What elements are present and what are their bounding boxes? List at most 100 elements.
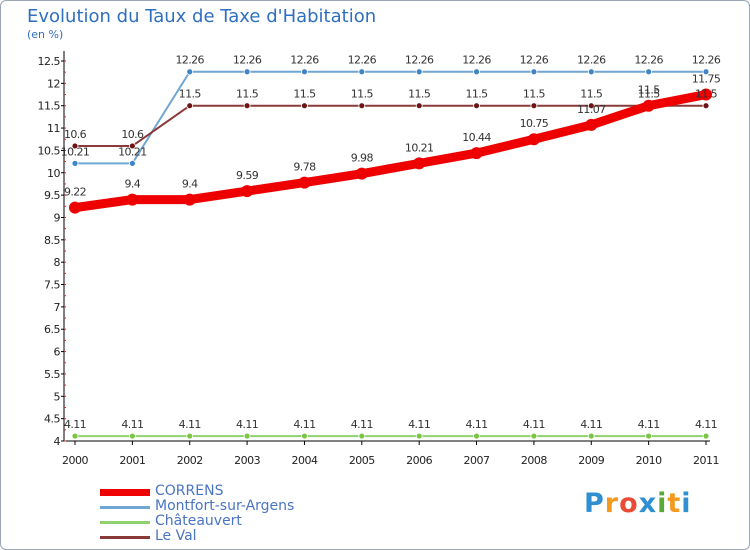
data-label: 12.26 (520, 54, 549, 67)
data-label: 11.5 (638, 84, 661, 97)
x-tick-label: 2002 (177, 454, 203, 467)
data-point (186, 68, 194, 76)
data-point (71, 142, 79, 150)
data-point (301, 68, 308, 76)
legend-label-chateauvert: Châteauvert (155, 513, 242, 529)
data-label: 10.21 (61, 145, 90, 158)
data-point (587, 68, 595, 76)
data-label: 12.26 (290, 54, 319, 67)
y-tick-label: 12 (47, 77, 60, 90)
data-label: 10.6 (64, 128, 87, 141)
data-label: 11.5 (293, 88, 316, 101)
data-label: 12.26 (577, 54, 606, 67)
data-point (69, 201, 81, 214)
proxiti-logo: Proxiti (584, 488, 692, 519)
x-tick-label: 2006 (406, 454, 432, 467)
data-label: 12.26 (348, 54, 377, 67)
data-point (243, 102, 251, 110)
series-line-montfort-sur-argens (74, 70, 707, 165)
chart-title: Evolution du Taux de Taxe d'Habitation (27, 6, 377, 27)
data-point (415, 68, 423, 76)
data-label: 10.21 (405, 141, 434, 154)
y-tick-label: 9 (54, 211, 61, 224)
data-label: 11.5 (351, 88, 374, 101)
logo-letter: P (584, 488, 605, 519)
y-tick-label: 4 (54, 435, 61, 448)
logo-letter: x (638, 488, 658, 519)
data-point (473, 102, 480, 110)
x-tick-label: 2010 (636, 454, 662, 467)
data-point (128, 432, 136, 440)
data-point (415, 102, 423, 110)
series-line-le-val (74, 104, 707, 147)
data-label: 4.11 (179, 418, 201, 431)
data-point (241, 185, 254, 198)
y-tick-label: 5 (54, 390, 61, 403)
data-point (645, 432, 653, 440)
data-label: 10.75 (520, 117, 549, 130)
y-tick-label: 8.5 (44, 234, 60, 247)
data-label: 10.44 (462, 131, 491, 144)
data-label: 4.11 (408, 418, 430, 431)
data-label: 11.5 (695, 88, 718, 101)
data-point (413, 157, 426, 170)
logo-letter: i (657, 488, 668, 519)
y-tick-label: 5.5 (44, 368, 60, 381)
data-label: 11.5 (236, 88, 259, 101)
line-chart: 4 4.5 5 5.5 6 6.5 7 7.5 8 8.5 9 9.5 10 10.5 11 11.5 12 12… (38, 51, 721, 467)
data-point (470, 147, 483, 160)
y-tick-label: 7 (54, 301, 61, 314)
y-tick-label: 9.5 (44, 189, 60, 202)
data-label: 4.11 (121, 418, 143, 431)
data-point (355, 167, 368, 180)
data-label: 9.4 (182, 178, 198, 191)
data-point (243, 432, 251, 440)
data-label: 4.11 (580, 418, 602, 431)
data-point (301, 102, 308, 110)
data-point (301, 432, 308, 440)
data-label: 4.11 (236, 418, 258, 431)
data-point (71, 432, 79, 440)
data-label: 12.26 (233, 54, 262, 67)
data-label: 9.98 (351, 152, 374, 165)
data-point (702, 102, 710, 110)
data-point (530, 68, 538, 76)
x-tick-label: 2007 (464, 454, 490, 467)
data-point (530, 432, 538, 440)
y-tick-label: 10 (47, 167, 60, 180)
data-label: 11.5 (465, 88, 488, 101)
legend-swatch-le-val (100, 536, 150, 539)
x-tick-label: 2000 (62, 454, 88, 467)
data-label: 9.22 (64, 186, 86, 199)
y-tick-label: 11.5 (38, 100, 61, 113)
data-label: 11.5 (638, 88, 661, 101)
logo-letter: o (619, 488, 639, 519)
data-point (587, 102, 595, 110)
y-tick-label: 12.5 (38, 55, 61, 68)
x-tick-label: 2011 (693, 454, 719, 467)
data-point (645, 68, 653, 76)
data-label: 11.5 (408, 88, 431, 101)
data-label: 11.75 (692, 73, 721, 86)
data-label: 4.11 (523, 418, 545, 431)
x-tick-label: 2003 (234, 454, 260, 467)
data-point (126, 193, 139, 206)
legend-label-correns: CORRENS (155, 483, 224, 499)
data-point (358, 68, 366, 76)
data-point (358, 432, 366, 440)
legend-label-montfort: Montfort-sur-Argens (155, 498, 295, 514)
x-tick-label: 2001 (119, 454, 145, 467)
data-label: 4.11 (293, 418, 315, 431)
y-tick-label: 4.5 (44, 413, 60, 426)
data-point (415, 432, 423, 440)
data-label: 4.11 (695, 418, 717, 431)
data-point (473, 68, 480, 76)
legend-swatch-correns (100, 489, 150, 496)
data-point (298, 176, 311, 189)
y-tick-label: 10.5 (38, 144, 61, 157)
x-tick-label: 2008 (521, 454, 547, 467)
x-tick-label: 2009 (578, 454, 604, 467)
data-point (702, 68, 710, 76)
legend-label-le-val: Le Val (155, 528, 197, 544)
data-label: 11.07 (577, 103, 606, 116)
